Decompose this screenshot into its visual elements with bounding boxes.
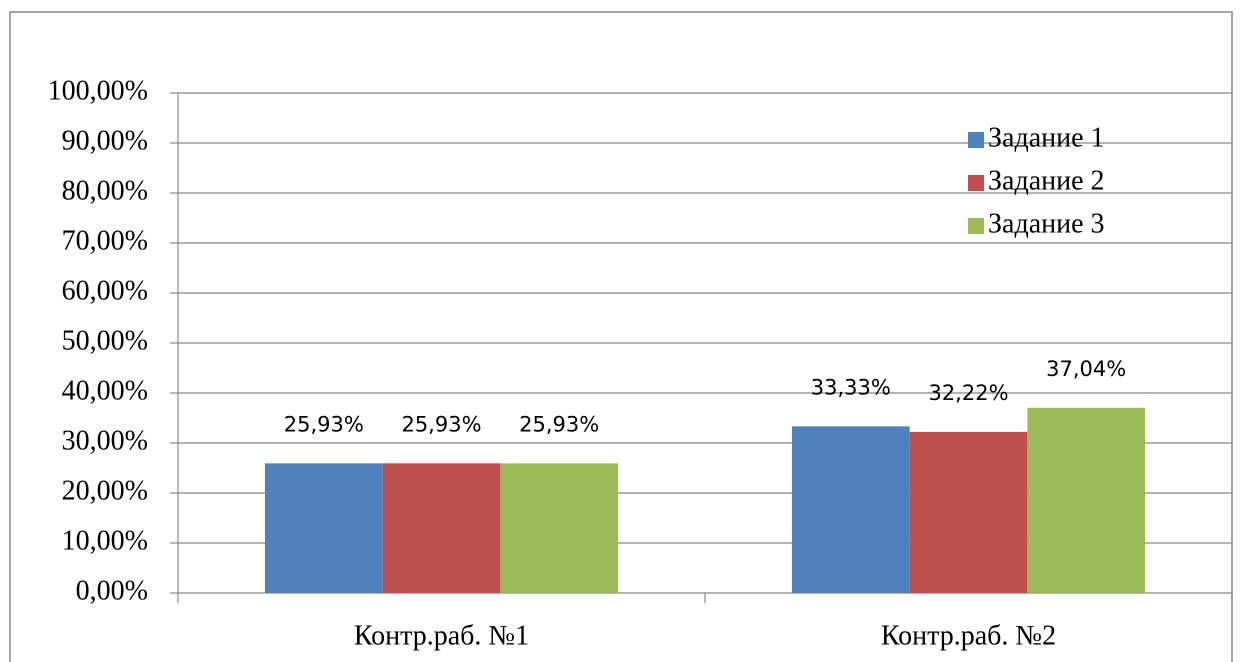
y-tick-label: 50,00% bbox=[62, 325, 148, 356]
y-tick-label: 60,00% bbox=[62, 275, 148, 306]
bar bbox=[382, 463, 501, 593]
y-tick-label: 10,00% bbox=[62, 525, 148, 556]
bar bbox=[1027, 407, 1146, 593]
chart-frame bbox=[9, 11, 1233, 662]
legend-label: Задание 2 bbox=[988, 165, 1105, 196]
value-label: 32,22% bbox=[928, 381, 1008, 405]
bar bbox=[500, 463, 619, 593]
y-tick-label: 80,00% bbox=[62, 175, 148, 206]
y-tick-label: 20,00% bbox=[62, 475, 148, 506]
y-tick-label: 30,00% bbox=[62, 425, 148, 456]
y-tick-label: 0,00% bbox=[76, 575, 148, 606]
bar bbox=[909, 431, 1028, 593]
value-label: 25,93% bbox=[401, 412, 481, 436]
legend-swatch bbox=[968, 175, 984, 191]
legend-swatch bbox=[968, 218, 984, 234]
legend-label: Задание 1 bbox=[988, 122, 1105, 153]
x-tick-label: Контр.раб. №1 bbox=[354, 620, 529, 651]
value-label: 33,33% bbox=[811, 375, 891, 399]
x-tick-label: Контр.раб. №2 bbox=[881, 620, 1056, 651]
legend-label: Задание 3 bbox=[988, 208, 1105, 239]
value-label: 25,93% bbox=[284, 412, 364, 436]
bar bbox=[791, 426, 910, 593]
value-label: 37,04% bbox=[1046, 357, 1126, 381]
y-tick-label: 40,00% bbox=[62, 375, 148, 406]
y-tick-label: 90,00% bbox=[62, 125, 148, 156]
y-tick-label: 100,00% bbox=[48, 75, 148, 106]
legend-swatch bbox=[968, 132, 984, 148]
bar bbox=[264, 463, 383, 593]
y-tick-label: 70,00% bbox=[62, 225, 148, 256]
value-label: 25,93% bbox=[519, 412, 599, 436]
